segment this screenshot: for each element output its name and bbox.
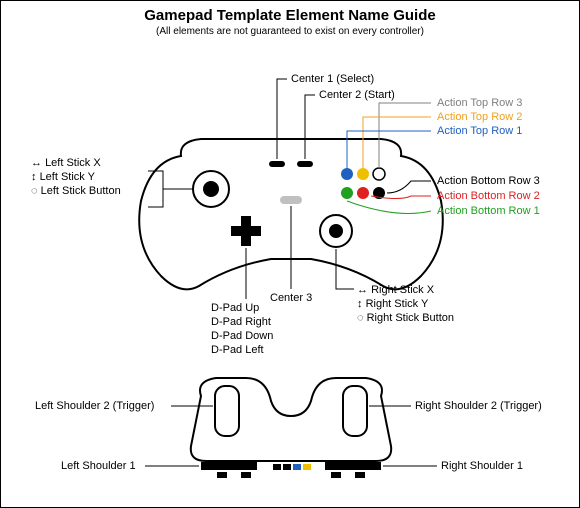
label-ls2: Left Shoulder 2 (Trigger) bbox=[35, 399, 154, 413]
action-top-1-dot bbox=[341, 168, 353, 180]
label-dpad-down: D-Pad Down bbox=[211, 330, 273, 342]
controller-bottom-svg bbox=[1, 366, 580, 506]
label-atop2: Action Top Row 2 bbox=[437, 110, 522, 124]
label-atop3: Action Top Row 3 bbox=[437, 96, 522, 110]
label-center3: Center 3 bbox=[270, 291, 312, 305]
label-abot1: Action Bottom Row 1 bbox=[437, 204, 540, 218]
label-right-stick-x: Right Stick X bbox=[371, 284, 434, 296]
label-left-stick-y: Left Stick Y bbox=[40, 171, 95, 183]
label-right-stick-button: Right Stick Button bbox=[367, 312, 454, 324]
right-shoulder1 bbox=[325, 462, 381, 470]
label-dpad-left: D-Pad Left bbox=[211, 344, 264, 356]
label-right-stick-y: Right Stick Y bbox=[366, 298, 429, 310]
left-shoulder1 bbox=[201, 462, 257, 470]
label-dpad-right: D-Pad Right bbox=[211, 316, 271, 328]
center2-button bbox=[297, 161, 313, 167]
label-center1: Center 1 (Select) bbox=[291, 72, 374, 86]
action-bottom-1-dot bbox=[341, 187, 353, 199]
label-rs1: Right Shoulder 1 bbox=[441, 459, 523, 473]
center1-button bbox=[269, 161, 285, 167]
label-left-stick-button: Left Stick Button bbox=[41, 185, 121, 197]
action-bottom-2-dot bbox=[357, 187, 369, 199]
label-center2: Center 2 (Start) bbox=[319, 88, 395, 102]
label-atop1: Action Top Row 1 bbox=[437, 124, 522, 138]
right-trigger bbox=[343, 386, 367, 436]
title: Gamepad Template Element Name Guide bbox=[1, 7, 579, 24]
left-stick-hat bbox=[203, 181, 219, 197]
right-stick-hat bbox=[329, 224, 343, 238]
label-abot3: Action Bottom Row 3 bbox=[437, 174, 540, 188]
label-left-stick-x: Left Stick X bbox=[45, 157, 101, 169]
label-rs2: Right Shoulder 2 (Trigger) bbox=[415, 399, 542, 413]
label-ls1: Left Shoulder 1 bbox=[61, 459, 136, 473]
label-dpad-up: D-Pad Up bbox=[211, 302, 259, 314]
subtitle: (All elements are not guaranteed to exis… bbox=[1, 26, 579, 37]
label-abot2: Action Bottom Row 2 bbox=[437, 189, 540, 203]
center3-button bbox=[280, 196, 302, 204]
action-top-3-dot bbox=[373, 168, 385, 180]
action-top-2-dot bbox=[357, 168, 369, 180]
label-left-stick-block: ↔ Left Stick X ↕ Left Stick Y ◌ Left Sti… bbox=[31, 156, 121, 198]
diagram-frame: Gamepad Template Element Name Guide (All… bbox=[0, 0, 580, 508]
label-dpad-block: D-Pad Up D-Pad Right D-Pad Down D-Pad Le… bbox=[211, 301, 273, 357]
label-right-stick-block: ↔ Right Stick X ↕ Right Stick Y ◌ Right … bbox=[357, 283, 454, 325]
left-trigger bbox=[215, 386, 239, 436]
